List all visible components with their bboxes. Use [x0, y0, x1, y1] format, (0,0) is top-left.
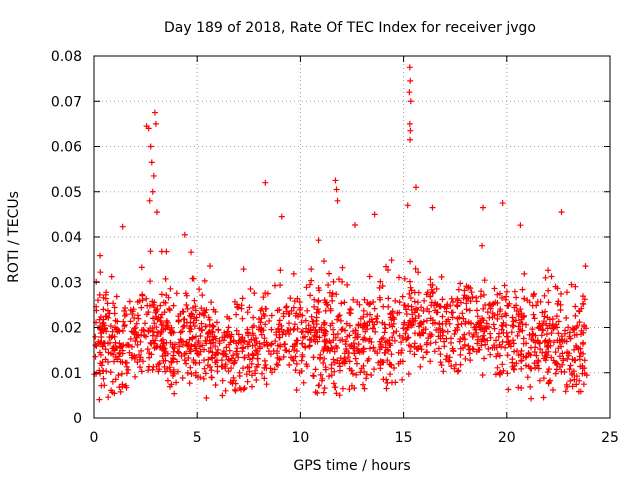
x-tick-label: 15 [395, 430, 413, 446]
x-axis-label: GPS time / hours [293, 458, 410, 474]
scatter-point [558, 209, 565, 216]
scatter-point [334, 197, 341, 204]
scatter-point [150, 172, 157, 179]
scatter-point [278, 213, 285, 220]
y-tick-label: 0.01 [51, 366, 82, 382]
y-tick-label: 0.02 [51, 321, 82, 337]
y-tick-label: 0 [73, 411, 82, 427]
scatter-point-cloud [91, 222, 590, 403]
scatter-point [262, 179, 269, 186]
scatter-point [407, 127, 414, 134]
scatter-point [145, 125, 152, 132]
scatter-point [480, 204, 487, 211]
scatter-point [406, 89, 413, 96]
scatter-point [148, 159, 155, 166]
scatter-point [407, 77, 414, 84]
scatter-point [152, 120, 159, 127]
x-tick-label: 0 [90, 430, 99, 446]
scatter-point [147, 143, 154, 150]
chart-title: Day 189 of 2018, Rate Of TEC Index for r… [164, 20, 536, 36]
scatter-point [412, 184, 419, 191]
y-tick-label: 0.08 [51, 49, 82, 65]
x-tick-label: 10 [291, 430, 309, 446]
y-tick-label: 0.03 [51, 275, 82, 291]
scatter-point [407, 98, 414, 105]
y-axis-label: ROTI / TECUs [6, 191, 22, 283]
scatter-point [406, 64, 413, 71]
scatter-point [406, 136, 413, 143]
x-tick-label: 20 [498, 430, 516, 446]
scatter-point [371, 211, 378, 218]
scatter-point [406, 120, 413, 127]
scatter-point [149, 188, 156, 195]
scatter-point [332, 177, 339, 184]
y-tick-label: 0.07 [51, 94, 82, 110]
data-points [91, 64, 590, 403]
x-tick-label: 5 [193, 430, 202, 446]
scatter-point [151, 109, 158, 116]
scatter-point [153, 209, 160, 216]
x-tick-label: 25 [601, 430, 619, 446]
y-tick-label: 0.06 [51, 140, 82, 156]
scatter-point [404, 202, 411, 209]
axis-ticks [93, 55, 611, 419]
scatter-point [429, 204, 436, 211]
scatter-point [333, 186, 340, 193]
x-axis-tick-labels: 0 5 10 15 20 25 [90, 430, 619, 446]
grid [94, 56, 610, 418]
y-tick-label: 0.05 [51, 185, 82, 201]
y-axis-tick-labels: 0 0.01 0.02 0.03 0.04 0.05 0.06 0.07 0.08 [51, 49, 82, 427]
scatter-point [181, 231, 188, 238]
scatter-point [146, 197, 153, 204]
scatter-point [499, 200, 506, 207]
y-tick-label: 0.04 [51, 230, 82, 246]
